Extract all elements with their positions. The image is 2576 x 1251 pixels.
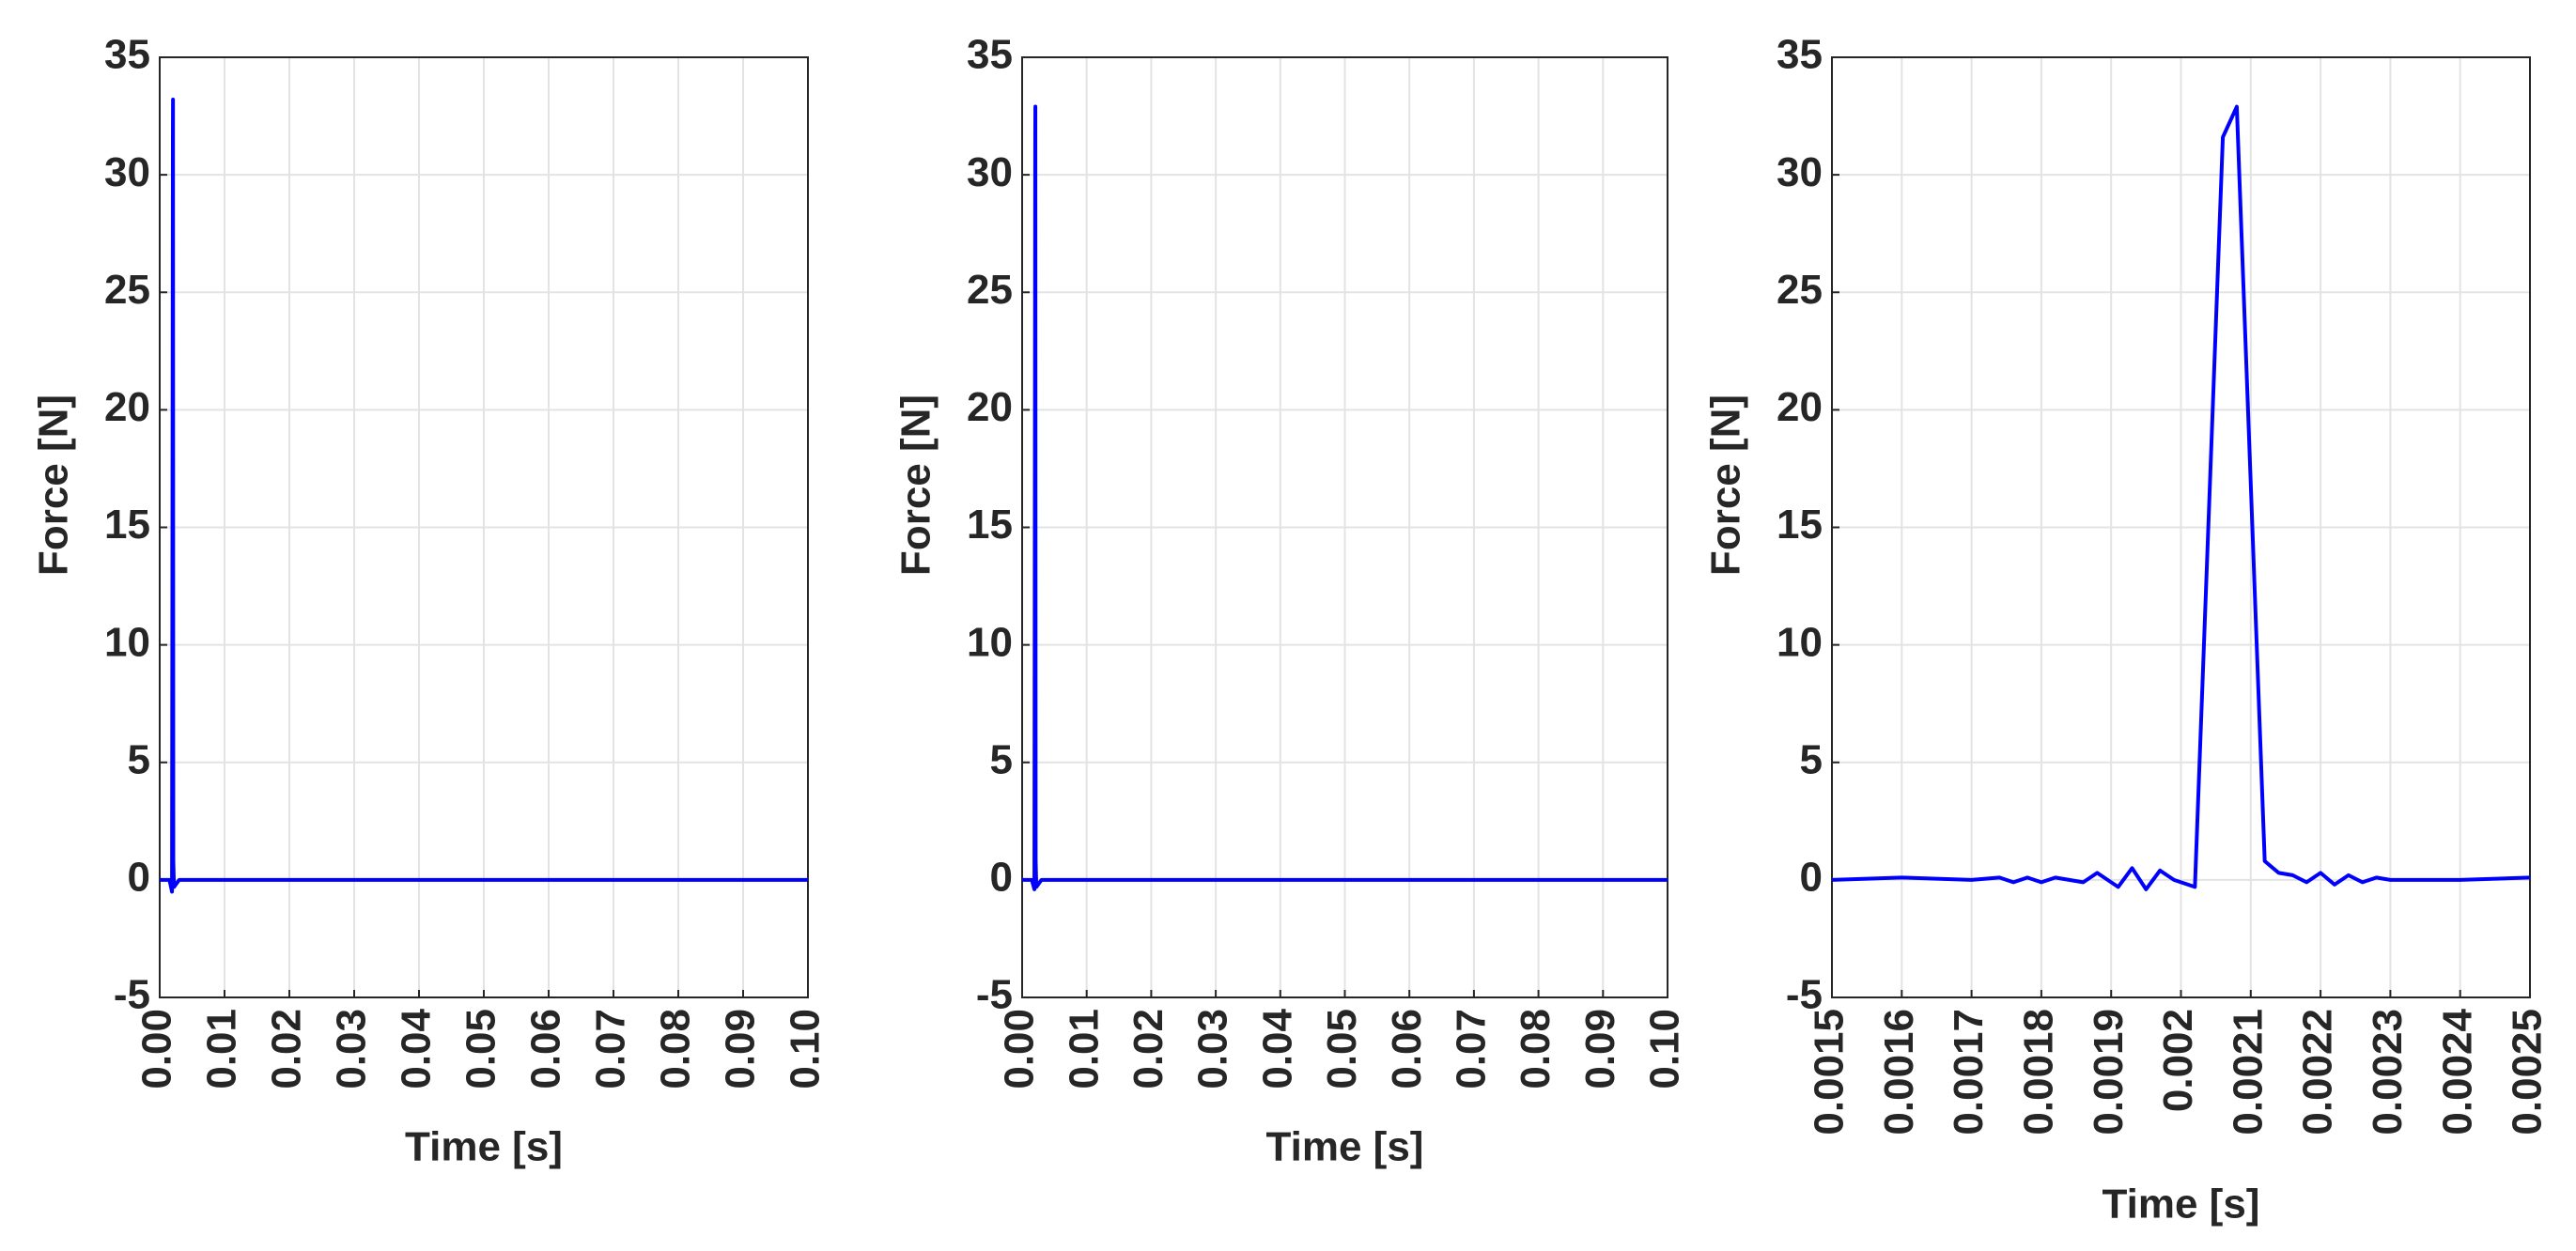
y-tick-label: 35 (104, 32, 150, 78)
x-tick-label: 0.03 (329, 1009, 375, 1089)
x-tick-label: 0.03 (1190, 1009, 1236, 1089)
y-tick-label: 15 (104, 502, 150, 548)
y-axis-label: Force [N] (893, 394, 939, 576)
y-tick-label: 0 (1800, 855, 1823, 901)
x-tick-label: 0.0021 (2225, 1009, 2271, 1135)
y-tick-label: 5 (1800, 736, 1823, 782)
y-tick-label: 30 (967, 149, 1013, 195)
x-tick-label: 0.10 (783, 1009, 829, 1089)
x-tick-label: 0.02 (1125, 1009, 1172, 1089)
y-tick-label: 25 (1777, 267, 1823, 313)
y-tick-label: -5 (976, 972, 1013, 1018)
y-tick-label: 20 (1777, 384, 1823, 430)
x-tick-label: 0.01 (1061, 1009, 1107, 1089)
x-tick-label: 0.01 (199, 1009, 245, 1089)
x-tick-label: 0.06 (523, 1009, 569, 1089)
y-tick-label: 15 (967, 502, 1013, 548)
x-tick-label: 0.04 (1254, 1008, 1300, 1089)
x-tick-label: 0.0025 (2505, 1009, 2551, 1135)
x-tick-label: 0.08 (653, 1009, 699, 1089)
axes-frame (1831, 56, 2531, 998)
y-tick-label: 0 (128, 855, 150, 901)
x-tick-label: 0.06 (1384, 1009, 1430, 1089)
x-axis-label: Time [s] (1266, 1124, 1424, 1170)
y-tick-label: 30 (1777, 149, 1823, 195)
y-axis-label: Force [N] (1703, 394, 1749, 576)
y-tick-label: 15 (1777, 502, 1823, 548)
y-tick-label: -5 (1786, 972, 1823, 1018)
x-axis-label: Time [s] (2103, 1182, 2260, 1228)
axes-frame (1021, 56, 1668, 998)
x-tick-label: 0.0015 (1807, 1009, 1853, 1135)
y-tick-label: -5 (114, 972, 150, 1018)
x-tick-label: 0.07 (1449, 1009, 1495, 1089)
data-line (1022, 104, 1668, 891)
y-tick-label: 5 (128, 736, 150, 782)
y-tick-label: 10 (104, 619, 150, 665)
y-tick-label: 30 (104, 149, 150, 195)
x-tick-label: 0.0023 (2365, 1009, 2411, 1135)
y-tick-label: 20 (967, 384, 1013, 430)
x-tick-label: 0.0024 (2434, 1008, 2480, 1135)
x-tick-label: 0.09 (1577, 1009, 1623, 1089)
x-tick-label: 0.08 (1513, 1009, 1559, 1089)
y-axis-label: Force [N] (31, 394, 77, 576)
x-tick-label: 0.00 (134, 1009, 180, 1089)
x-tick-label: 0.09 (718, 1009, 764, 1089)
x-tick-label: 0.0018 (2016, 1009, 2062, 1135)
x-tick-label: 0.0022 (2295, 1009, 2341, 1135)
subplot: -5 0 5 10 15 20 25 30 35 0.00 0.01 0.02 0.03 0.04 0.05… (893, 32, 1688, 1170)
x-tick-label: 0.05 (1319, 1009, 1365, 1089)
y-tick-label: 25 (104, 267, 150, 313)
y-tick-label: 35 (967, 32, 1013, 78)
x-tick-label: 0.00 (997, 1009, 1043, 1089)
y-tick-label: 25 (967, 267, 1013, 313)
data-line (1832, 104, 2530, 891)
y-tick-label: 35 (1777, 32, 1823, 78)
x-tick-label: 0.10 (1642, 1009, 1688, 1089)
axes-frame (159, 56, 809, 998)
data-line (160, 98, 808, 894)
x-tick-label: 0.0016 (1876, 1009, 1922, 1135)
x-tick-label: 0.0019 (2086, 1009, 2132, 1135)
y-tick-label: 20 (104, 384, 150, 430)
x-tick-label: 0.07 (588, 1009, 634, 1089)
y-tick-label: 5 (990, 736, 1013, 782)
subplot: -5 0 5 10 15 20 25 30 35 0.00 0.01 0.02 0.03 0.04 0.05… (31, 32, 829, 1170)
x-tick-label: 0.05 (458, 1009, 504, 1089)
subplot: -5 0 5 10 15 20 25 30 35 0.0015 0.0016 0.0017 0.0018… (1703, 32, 2551, 1228)
y-tick-label: 0 (990, 855, 1013, 901)
y-tick-label: 10 (967, 619, 1013, 665)
y-tick-label: 10 (1777, 619, 1823, 665)
x-tick-label: 0.0017 (1946, 1009, 1992, 1135)
x-tick-label: 0.02 (264, 1009, 310, 1089)
x-axis-label: Time [s] (405, 1124, 563, 1170)
x-tick-label: 0.04 (394, 1008, 440, 1089)
x-tick-label: 0.002 (2155, 1009, 2201, 1112)
